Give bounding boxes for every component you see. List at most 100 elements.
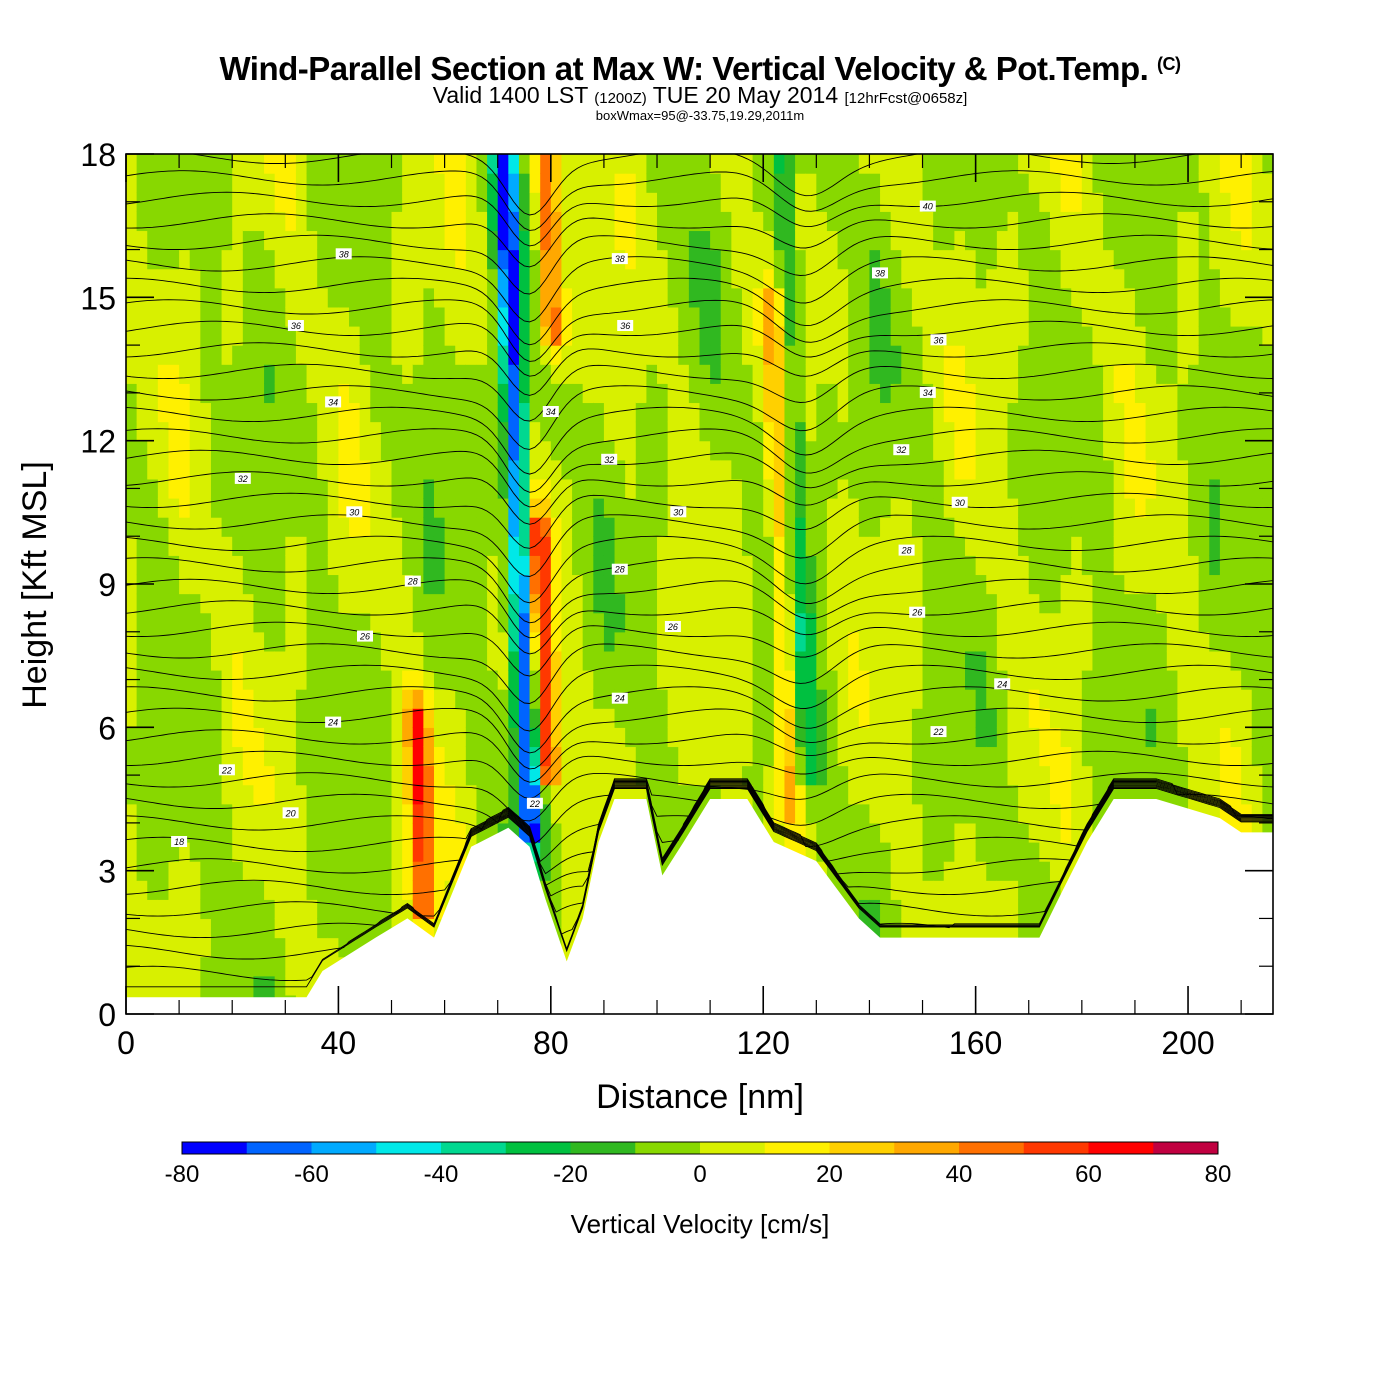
w-cell xyxy=(699,173,711,193)
w-cell xyxy=(179,517,191,537)
w-cell xyxy=(582,517,594,537)
w-cell xyxy=(996,593,1009,614)
w-cell xyxy=(550,498,563,518)
w-cell xyxy=(688,593,701,614)
w-cell xyxy=(763,459,775,480)
w-cell xyxy=(986,708,998,728)
w-cell xyxy=(370,154,382,174)
w-cell xyxy=(646,536,658,556)
w-cell xyxy=(147,937,159,958)
w-cell xyxy=(975,421,987,442)
w-cell xyxy=(433,593,446,614)
w-cell xyxy=(1018,593,1030,614)
w-cell xyxy=(189,268,201,289)
w-cell xyxy=(1134,555,1147,576)
w-cell xyxy=(264,937,276,958)
w-cell xyxy=(136,364,148,384)
w-cell xyxy=(402,287,414,308)
w-cell xyxy=(880,211,892,232)
w-cell xyxy=(848,708,860,728)
w-cell xyxy=(359,727,371,748)
w-cell xyxy=(816,612,828,633)
w-cell xyxy=(157,574,170,595)
w-cell xyxy=(412,650,424,671)
w-cell xyxy=(1007,861,1019,881)
w-cell xyxy=(720,306,732,327)
w-cell xyxy=(157,154,170,174)
w-cell xyxy=(901,689,913,709)
w-cell xyxy=(805,440,817,461)
w-cell xyxy=(550,440,563,461)
w-cell xyxy=(1060,803,1072,824)
w-cell xyxy=(189,937,201,958)
w-cell xyxy=(391,478,403,499)
w-cell xyxy=(890,555,902,576)
w-cell xyxy=(880,287,892,308)
w-cell xyxy=(614,192,626,212)
w-cell xyxy=(954,880,966,900)
w-cell xyxy=(1060,383,1072,404)
w-cell xyxy=(327,727,340,748)
w-cell xyxy=(349,536,361,556)
w-cell xyxy=(157,478,170,499)
w-cell xyxy=(869,402,881,423)
w-cell xyxy=(986,593,998,614)
w-cell xyxy=(1039,880,1051,900)
w-cell xyxy=(242,421,255,442)
w-cell xyxy=(741,765,754,786)
theta-contour xyxy=(126,406,1273,475)
w-cell xyxy=(1241,555,1253,576)
w-cell xyxy=(816,784,828,805)
w-cell xyxy=(455,364,467,384)
w-cell xyxy=(773,478,786,499)
w-cell xyxy=(126,306,138,327)
w-cell xyxy=(1049,574,1062,595)
w-cell xyxy=(179,268,191,289)
w-cell xyxy=(890,402,902,423)
w-cell xyxy=(1188,306,1200,327)
w-cell xyxy=(136,650,148,671)
w-cell xyxy=(1081,650,1094,671)
w-cell xyxy=(295,861,308,881)
w-cell xyxy=(1049,268,1062,289)
w-cell xyxy=(253,173,265,193)
w-cell xyxy=(1230,154,1242,174)
w-cell xyxy=(210,536,223,556)
w-cell xyxy=(773,421,786,442)
w-cell xyxy=(954,746,966,767)
w-cell xyxy=(189,975,201,996)
w-cell xyxy=(1018,459,1030,480)
w-cell xyxy=(1219,459,1232,480)
w-cell xyxy=(487,345,499,365)
w-cell xyxy=(646,211,658,232)
w-cell xyxy=(221,918,233,939)
w-cell xyxy=(880,689,892,709)
w-cell xyxy=(518,650,531,671)
w-cell xyxy=(221,555,233,576)
w-cell xyxy=(1134,383,1147,404)
w-cell xyxy=(1188,708,1200,728)
w-cell xyxy=(295,498,308,518)
w-cell xyxy=(996,478,1009,499)
w-cell xyxy=(614,440,626,461)
w-cell xyxy=(338,402,350,423)
w-cell xyxy=(497,192,509,212)
w-cell xyxy=(168,268,180,289)
w-cell xyxy=(561,727,573,748)
w-cell xyxy=(327,154,340,174)
w-cell xyxy=(210,708,223,728)
w-cell xyxy=(901,459,913,480)
w-cell xyxy=(465,345,478,365)
w-cell xyxy=(455,478,467,499)
w-cell xyxy=(157,173,170,193)
w-cell xyxy=(327,746,340,767)
w-cell xyxy=(274,689,286,709)
w-cell xyxy=(518,211,531,232)
w-cell xyxy=(1134,364,1147,384)
w-cell xyxy=(816,803,828,824)
w-cell xyxy=(1262,689,1273,709)
w-cell xyxy=(1049,364,1062,384)
w-cell xyxy=(657,536,669,556)
w-cell xyxy=(126,402,138,423)
w-cell xyxy=(147,268,159,289)
